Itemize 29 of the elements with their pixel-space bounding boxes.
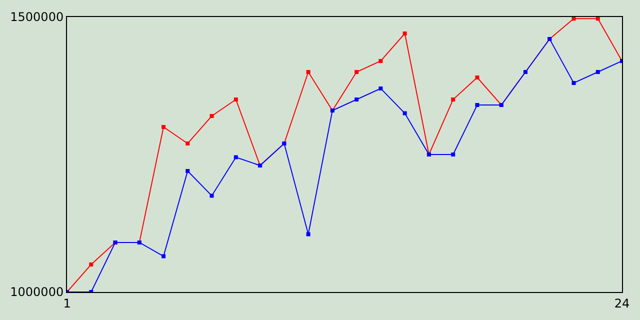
point <box>234 155 238 160</box>
point <box>475 103 480 107</box>
x-tick-label: 1 <box>63 296 71 310</box>
point <box>210 114 214 118</box>
point <box>354 98 359 102</box>
point <box>354 70 359 74</box>
point <box>475 76 480 80</box>
y-tick-label: 1000000 <box>10 285 64 300</box>
point <box>234 98 238 102</box>
point <box>89 262 94 266</box>
point <box>162 254 166 258</box>
point <box>378 86 383 90</box>
point <box>451 98 456 102</box>
point <box>596 70 600 74</box>
point <box>306 232 310 236</box>
point <box>402 32 407 36</box>
x-tick-label: 24 <box>614 296 630 310</box>
point <box>306 70 310 74</box>
point <box>186 142 190 146</box>
point <box>402 111 407 116</box>
point <box>186 169 190 173</box>
point <box>596 17 600 21</box>
point <box>572 17 576 21</box>
point <box>572 81 576 85</box>
point <box>162 125 166 129</box>
point <box>210 194 214 198</box>
point <box>451 152 456 156</box>
y-tick-label: 1500000 <box>10 10 64 24</box>
point <box>378 59 383 63</box>
